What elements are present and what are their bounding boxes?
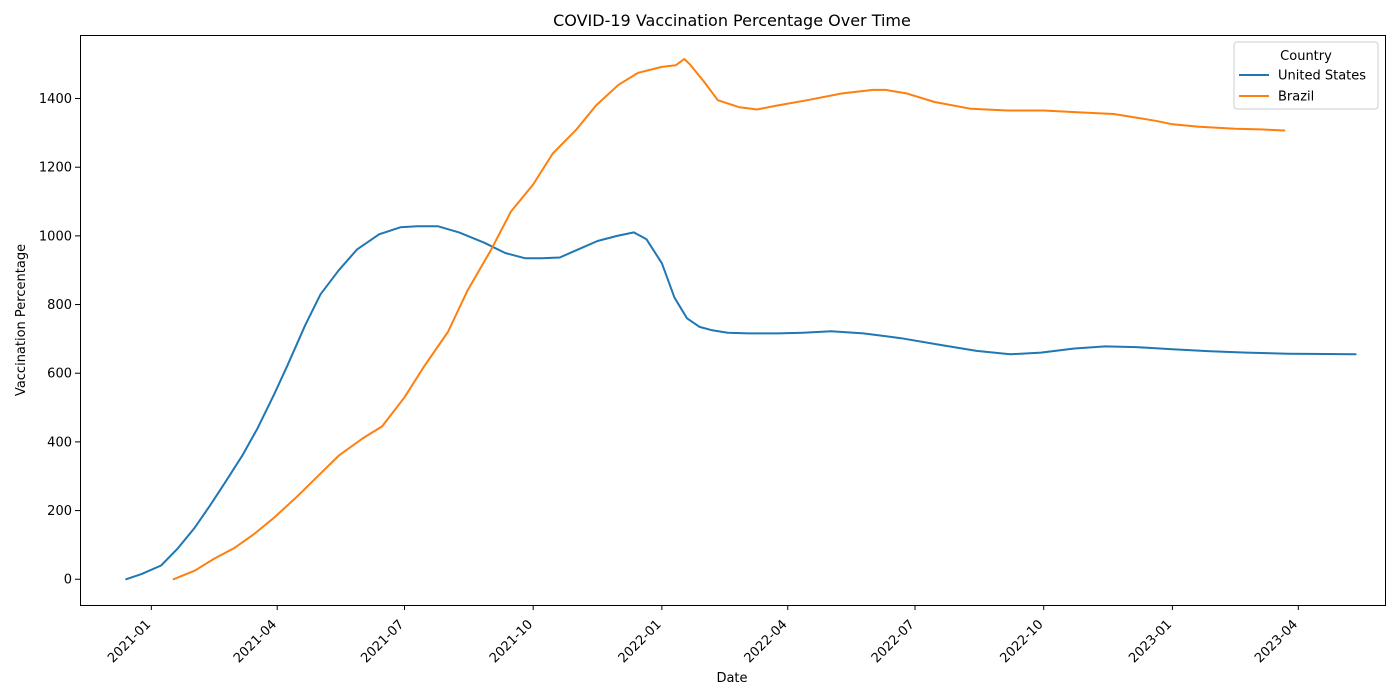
x-tick-label: 2021-01 [105, 617, 154, 666]
legend-items: United States Brazil [1239, 69, 1366, 105]
x-tick-label: 2023-04 [1252, 617, 1301, 666]
legend-title: Country [1280, 49, 1332, 64]
legend: Country United States Brazil [1233, 41, 1379, 110]
y-tick-label: 0 [64, 573, 72, 588]
y-tick-label: 200 [47, 504, 72, 519]
legend-label: Brazil [1278, 90, 1314, 105]
x-tick-label: 2022-04 [742, 617, 791, 666]
legend-box [1233, 41, 1379, 110]
series-lines [125, 58, 1357, 581]
legend-label: United States [1278, 69, 1366, 84]
y-tick-label: 1200 [39, 161, 72, 176]
x-tick-label: 2022-10 [998, 617, 1047, 666]
x-tick-label: 2022-07 [869, 617, 918, 666]
chart-title: COVID-19 Vaccination Percentage Over Tim… [553, 11, 911, 30]
y-axis: 0 200 400 600 800 1000 1200 1400 [39, 92, 80, 588]
y-tick-label: 400 [47, 435, 72, 450]
plot-area-frame [80, 35, 1386, 606]
y-axis-label: Vaccination Percentage [14, 244, 29, 396]
y-tick-label: 1400 [39, 92, 72, 107]
series-line-brazil [172, 58, 1286, 581]
y-tick-label: 1000 [39, 229, 72, 244]
x-axis-label: Date [716, 671, 747, 686]
y-tick-label: 800 [47, 298, 72, 313]
y-tick-label: 600 [47, 367, 72, 382]
series-line-united-states [125, 225, 1357, 581]
x-axis: 2021-01 2021-04 2021-07 2021-10 2022-01 2022-… [105, 605, 1301, 666]
x-tick-label: 2021-04 [231, 617, 280, 666]
x-tick-label: 2021-10 [487, 617, 536, 666]
x-tick-label: 2023-01 [1126, 617, 1175, 666]
x-tick-label: 2022-01 [616, 617, 665, 666]
x-tick-label: 2021-07 [358, 617, 407, 666]
